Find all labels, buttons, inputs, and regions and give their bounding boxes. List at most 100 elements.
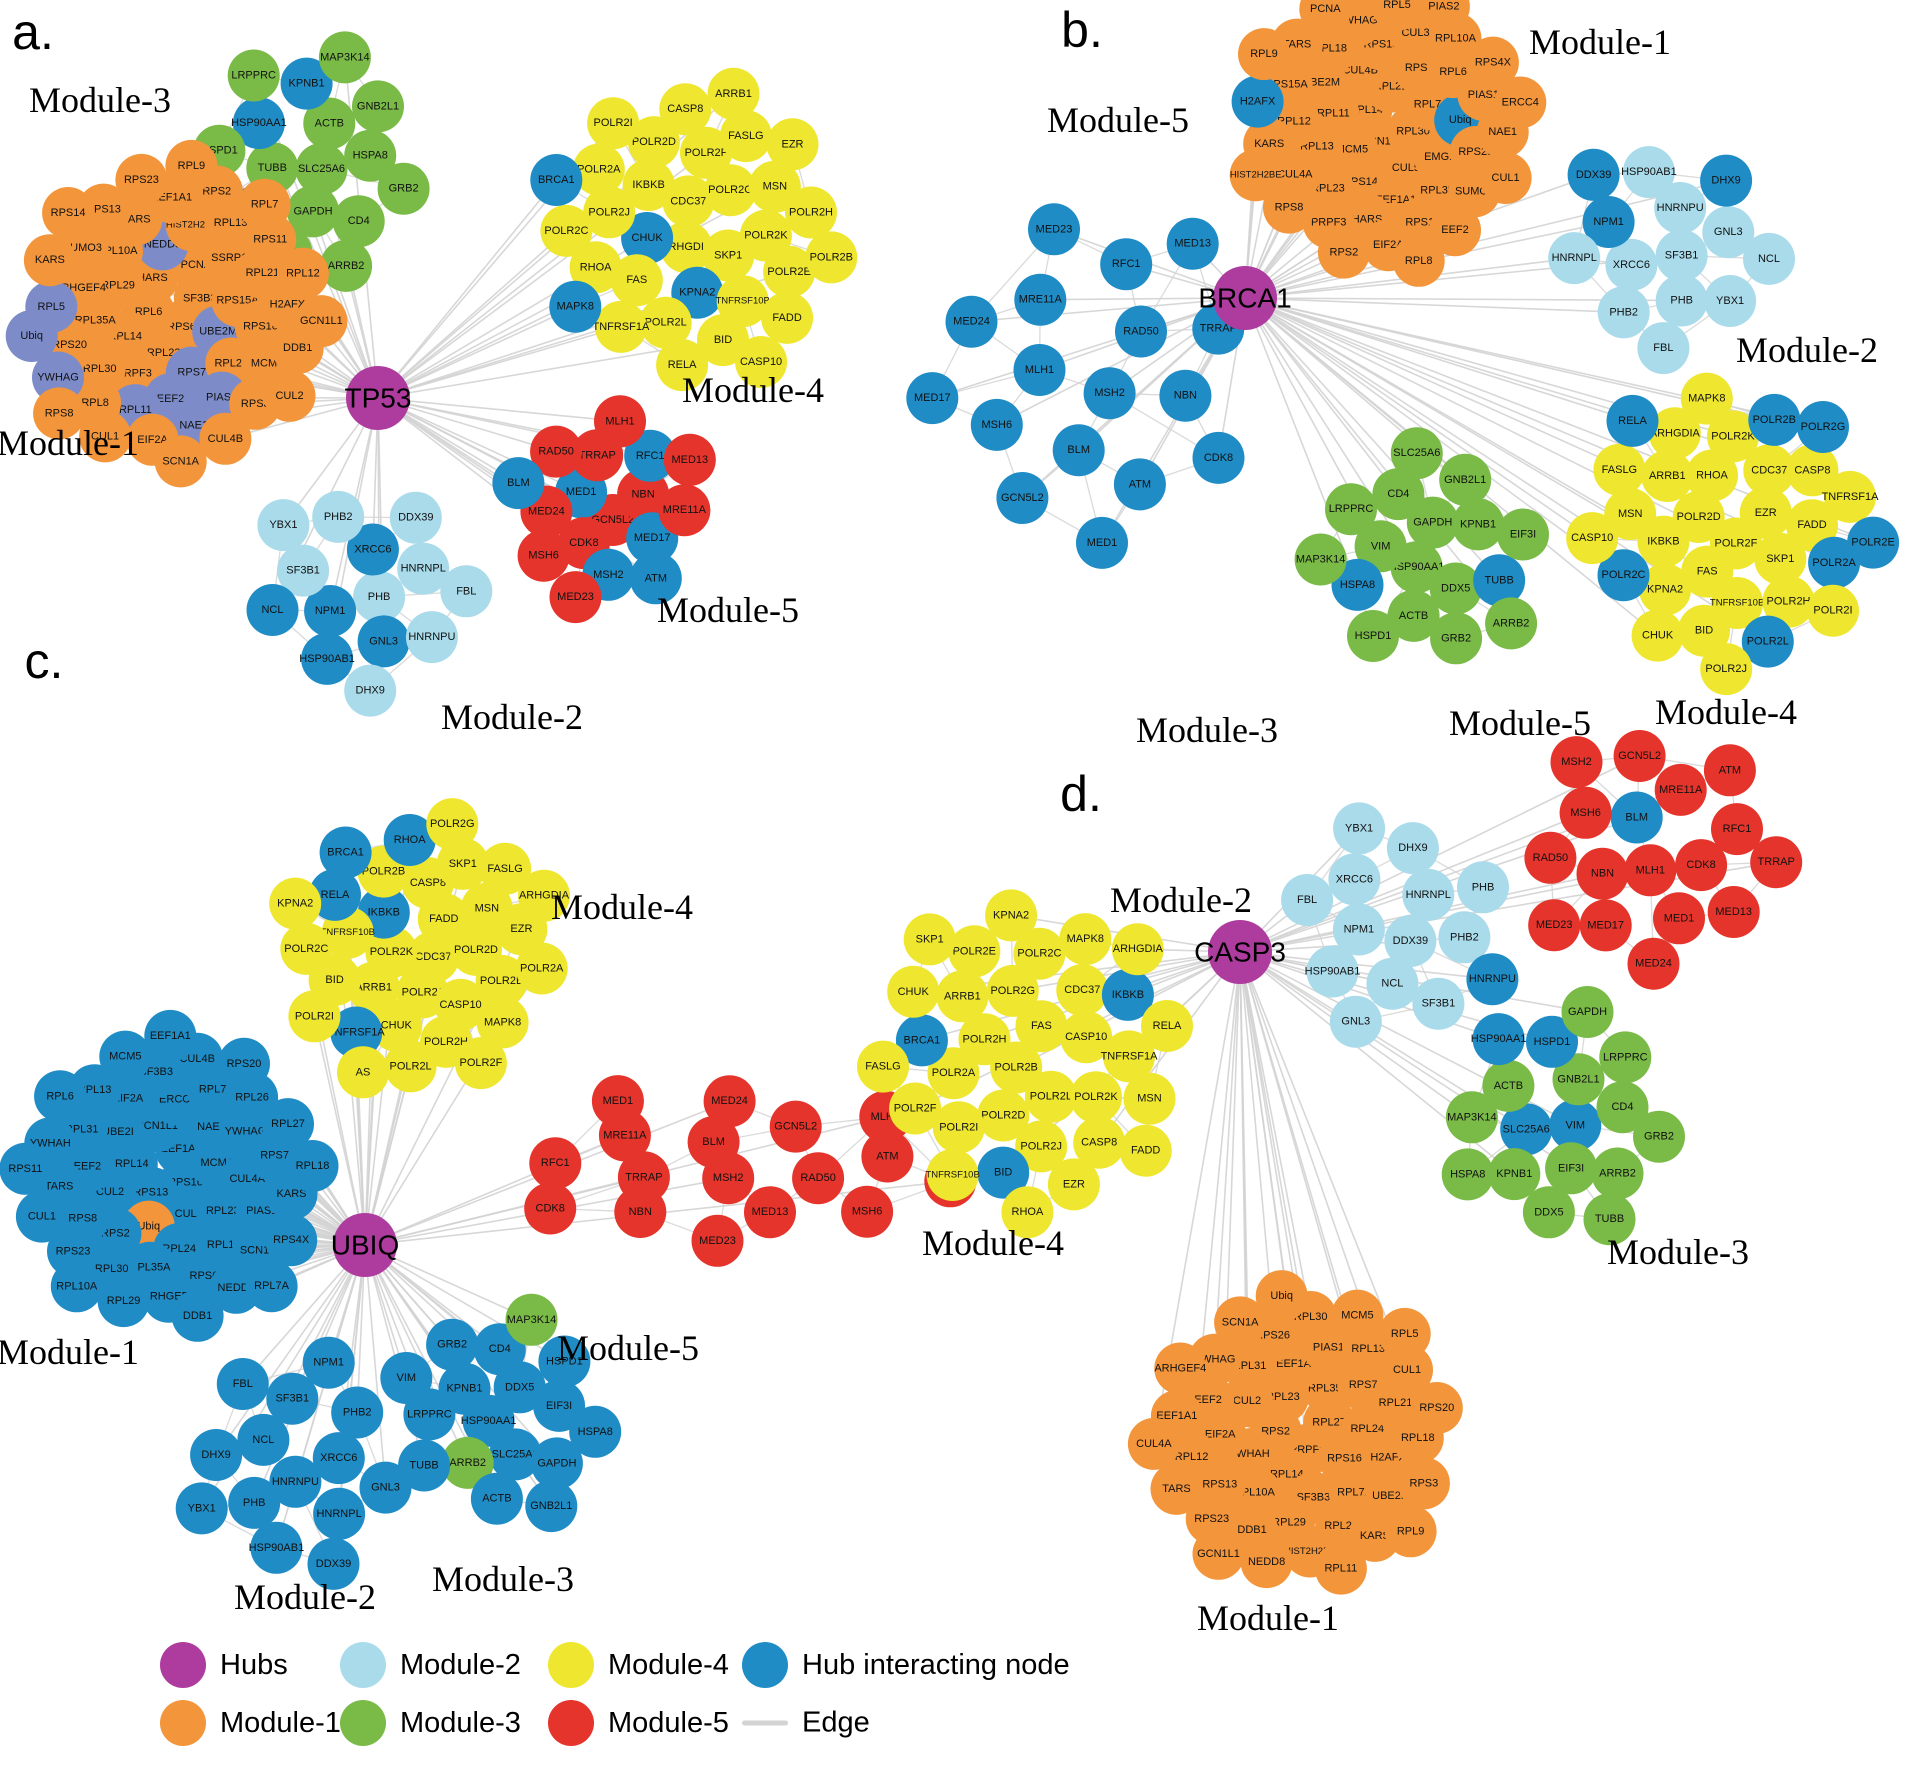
node-KPNA2[interactable]: KPNA2 xyxy=(269,877,322,930)
node-POLR2F[interactable]: POLR2F xyxy=(889,1082,942,1135)
node-MED13[interactable]: MED13 xyxy=(1166,217,1219,270)
node-RPL8[interactable]: RPL8 xyxy=(1392,234,1445,287)
node-NBN[interactable]: NBN xyxy=(1159,369,1212,422)
node-POLR2B[interactable]: POLR2B xyxy=(805,231,858,284)
node-EZR[interactable]: EZR xyxy=(766,118,819,171)
node-RPS3[interactable]: RPS3 xyxy=(1397,1457,1450,1510)
node-RPS23[interactable]: RPS23 xyxy=(115,153,168,206)
node-RPL29[interactable]: RPL29 xyxy=(97,1275,150,1328)
node-MAP3K14[interactable]: MAP3K14 xyxy=(505,1293,558,1346)
node-MAP3K14[interactable]: MAP3K14 xyxy=(1445,1091,1498,1144)
node-RPS14[interactable]: RPS14 xyxy=(42,187,95,239)
node-HNRNPU[interactable]: HNRNPU xyxy=(405,611,458,664)
node-GNL3[interactable]: GNL3 xyxy=(357,615,410,668)
node-HSPD1[interactable]: HSPD1 xyxy=(1347,610,1399,662)
node-POLR2G[interactable]: POLR2G xyxy=(1797,401,1849,453)
node-MED24[interactable]: MED24 xyxy=(1627,937,1680,990)
node-CUL1[interactable]: CUL1 xyxy=(15,1190,68,1243)
node-RPL9[interactable]: RPL9 xyxy=(1384,1505,1437,1558)
node-GRB2[interactable]: GRB2 xyxy=(377,162,430,215)
node-POLR2A[interactable]: POLR2A xyxy=(515,942,568,995)
node-FADD[interactable]: FADD xyxy=(1119,1124,1172,1177)
node-CUL1[interactable]: CUL1 xyxy=(1479,152,1532,204)
node-TRRAP[interactable]: TRRAP xyxy=(1750,836,1803,889)
node-GCN5L2[interactable]: GCN5L2 xyxy=(769,1100,822,1153)
node-RPS11[interactable]: RPS11 xyxy=(0,1142,52,1195)
node-RFC1[interactable]: RFC1 xyxy=(529,1137,582,1190)
node-MAP3K14[interactable]: MAP3K14 xyxy=(1294,533,1347,586)
node-RPS20[interactable]: RPS20 xyxy=(218,1037,270,1090)
node-EZR[interactable]: EZR xyxy=(1047,1158,1100,1211)
node-BLM[interactable]: BLM xyxy=(492,457,545,510)
node-SCN1A[interactable]: SCN1A xyxy=(154,435,207,488)
node-GCN1L1[interactable]: GCN1L1 xyxy=(1192,1527,1245,1580)
node-RPL9[interactable]: RPL9 xyxy=(165,139,218,192)
node-FBL[interactable]: FBL xyxy=(1637,322,1690,375)
hub-brca1[interactable]: BRCA1 xyxy=(1198,266,1292,330)
node-GRB2[interactable]: GRB2 xyxy=(426,1318,479,1371)
node-CHUK[interactable]: CHUK xyxy=(887,965,940,1018)
node-FADD[interactable]: FADD xyxy=(761,291,814,344)
node-SF3B1[interactable]: SF3B1 xyxy=(1655,229,1708,282)
node-SLC25A6[interactable]: SLC25A6 xyxy=(1390,427,1443,480)
node-DHX9[interactable]: DHX9 xyxy=(190,1429,243,1481)
node-DDB1[interactable]: DDB1 xyxy=(171,1289,224,1342)
node-POLR2F[interactable]: POLR2F xyxy=(454,1037,507,1090)
node-BRCA1[interactable]: BRCA1 xyxy=(319,826,372,879)
node-CDC37[interactable]: CDC37 xyxy=(1056,964,1109,1017)
node-POLR2I[interactable]: POLR2I xyxy=(288,990,341,1043)
node-MSH6[interactable]: MSH6 xyxy=(841,1185,894,1238)
node-RFC1[interactable]: RFC1 xyxy=(1100,238,1153,291)
node-MED23[interactable]: MED23 xyxy=(549,571,602,624)
node-POLR2E[interactable]: POLR2E xyxy=(1847,516,1900,569)
node-MED17[interactable]: MED17 xyxy=(906,372,959,425)
node-GNB2L1[interactable]: GNB2L1 xyxy=(525,1480,578,1533)
node-RPL7A[interactable]: RPL7A xyxy=(245,1260,298,1313)
node-PHB2[interactable]: PHB2 xyxy=(1597,286,1650,339)
node-CHUK[interactable]: CHUK xyxy=(1631,609,1684,662)
node-CUL4B[interactable]: CUL4B xyxy=(199,412,252,465)
node-MED24[interactable]: MED24 xyxy=(945,295,998,348)
node-MSN[interactable]: MSN xyxy=(1123,1072,1176,1125)
node-HIST2H2BE[interactable]: HIST2H2BE xyxy=(1229,149,1282,202)
node-MSH6[interactable]: MSH6 xyxy=(517,529,570,582)
node-RPS2[interactable]: RPS2 xyxy=(1317,226,1370,279)
node-MRE11A[interactable]: MRE11A xyxy=(658,484,711,537)
node-LRPPRC[interactable]: LRPPRC xyxy=(1599,1031,1652,1084)
node-MAP3K14[interactable]: MAP3K14 xyxy=(318,31,371,84)
node-RELA[interactable]: RELA xyxy=(1141,1000,1193,1052)
node-HNRNPL[interactable]: HNRNPL xyxy=(313,1487,366,1540)
node-CD4[interactable]: CD4 xyxy=(332,195,385,248)
node-KARS[interactable]: KARS xyxy=(23,234,76,287)
node-RPL6[interactable]: RPL6 xyxy=(34,1070,87,1123)
node-EIF3I[interactable]: EIF3I xyxy=(1497,508,1549,561)
node-MED13[interactable]: MED13 xyxy=(663,433,716,486)
node-POLR2B[interactable]: POLR2B xyxy=(1748,393,1801,446)
node-ARRB2[interactable]: ARRB2 xyxy=(320,239,373,292)
node-ACTB[interactable]: ACTB xyxy=(470,1472,523,1525)
node-DDX39[interactable]: DDX39 xyxy=(389,491,442,544)
node-BRCA1[interactable]: BRCA1 xyxy=(530,154,583,206)
node-SKP1[interactable]: SKP1 xyxy=(903,913,956,966)
node-YBX1[interactable]: YBX1 xyxy=(175,1482,228,1535)
node-RAD50[interactable]: RAD50 xyxy=(792,1152,845,1205)
node-PHB[interactable]: PHB xyxy=(228,1476,281,1529)
node-MED24[interactable]: MED24 xyxy=(703,1075,756,1128)
node-HSP90AB1[interactable]: HSP90AB1 xyxy=(249,1521,305,1574)
node-DHX9[interactable]: DHX9 xyxy=(1700,154,1753,207)
node-MED23[interactable]: MED23 xyxy=(1528,899,1581,952)
node-ERCC4[interactable]: ERCC4 xyxy=(1494,76,1547,129)
node-PHB2[interactable]: PHB2 xyxy=(331,1386,384,1439)
node-ARHGDIA[interactable]: ARHGDIA xyxy=(1111,923,1164,976)
node-POLR2J[interactable]: POLR2J xyxy=(1700,643,1753,696)
node-Ubiq[interactable]: Ubiq xyxy=(5,310,58,362)
node-GAPDH[interactable]: GAPDH xyxy=(1561,986,1614,1038)
node-GNB2L1[interactable]: GNB2L1 xyxy=(1439,453,1492,506)
node-BLM[interactable]: BLM xyxy=(1052,424,1105,477)
node-MED1[interactable]: MED1 xyxy=(1076,516,1128,569)
node-HNRNPL[interactable]: HNRNPL xyxy=(1548,232,1601,285)
node-AS[interactable]: AS xyxy=(337,1046,389,1099)
node-NCL[interactable]: NCL xyxy=(246,584,299,636)
node-Ubiq[interactable]: Ubiq xyxy=(1255,1270,1308,1323)
node-NEDD8[interactable]: NEDD8 xyxy=(1240,1536,1293,1589)
